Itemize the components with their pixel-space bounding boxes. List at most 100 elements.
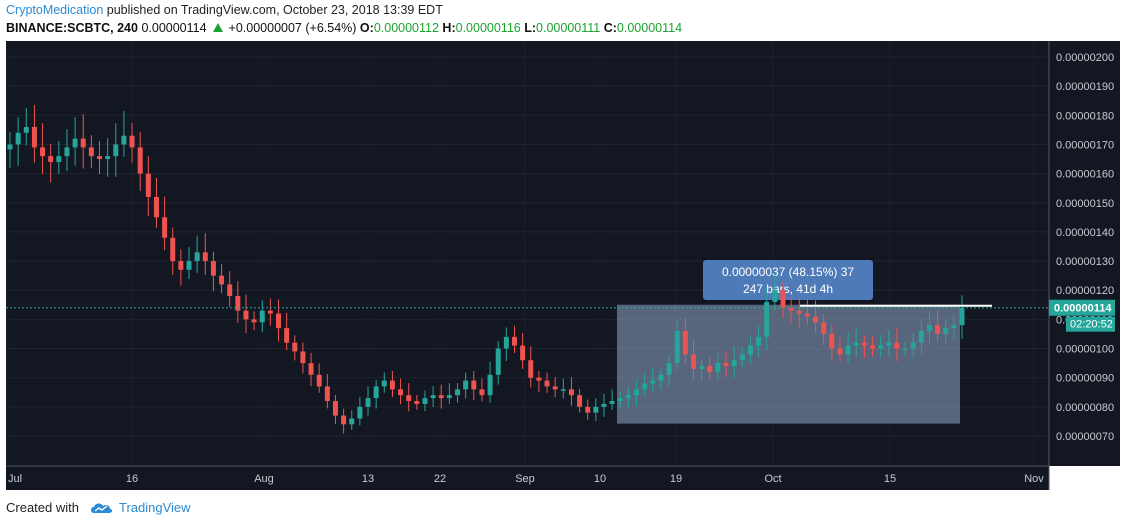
candle-body: [406, 395, 412, 402]
candle-body: [837, 348, 843, 355]
x-tick-label: Sep: [515, 473, 535, 485]
candle-body: [40, 147, 46, 157]
time-axis[interactable]: [6, 466, 1049, 490]
candle-body: [349, 418, 355, 425]
candle-body: [690, 354, 696, 369]
candle-body: [764, 301, 770, 337]
candle-body: [951, 325, 957, 329]
y-tick-label: 0.00000160: [1056, 169, 1114, 181]
candle-body: [609, 401, 615, 404]
candle-body: [292, 342, 298, 352]
footer: Created with TradingView: [6, 500, 191, 515]
close-value: 0.00000114: [616, 21, 683, 35]
candle-body: [113, 144, 119, 157]
y-tick-label: 0.00000120: [1056, 285, 1114, 297]
candle-body: [398, 389, 404, 396]
candle-body: [56, 156, 62, 162]
candle-body: [674, 331, 680, 364]
candle-body: [650, 380, 656, 384]
candle-body: [267, 310, 273, 314]
tradingview-logo-icon: [90, 502, 113, 513]
candle-body: [243, 310, 249, 320]
candle-body: [332, 401, 338, 416]
y-tick-labels: 0.00000200 0.00000190 0.00000180 0.00000170…: [1056, 52, 1114, 443]
candle-body: [577, 395, 583, 407]
candle-body: [235, 296, 241, 311]
candle-body: [438, 395, 444, 399]
tradingview-link[interactable]: TradingView: [118, 500, 191, 515]
candle-body: [389, 380, 395, 390]
candle-body: [186, 261, 192, 270]
x-tick-label: 13: [362, 473, 374, 485]
candle-body: [194, 252, 200, 262]
candle-body: [121, 135, 127, 145]
low-value: 0.00000111: [536, 21, 601, 35]
up-arrow-icon: [213, 23, 224, 32]
candle-body: [64, 147, 70, 157]
candle-body: [723, 363, 729, 367]
price-chart[interactable]: 0.00000200 0.00000190 0.00000180 0.00000170…: [0, 41, 1126, 493]
candle-body: [756, 336, 762, 346]
candle-body: [97, 156, 103, 160]
current-price-tag: [1049, 299, 1115, 316]
y-tick-label: 0.00000080: [1056, 402, 1114, 414]
candle-body: [739, 354, 745, 361]
x-tick-label: Jul: [8, 473, 22, 485]
candle-body: [715, 363, 721, 372]
candle-body: [259, 310, 265, 323]
candle-body: [886, 342, 892, 346]
candle-body: [479, 389, 485, 396]
candle-body: [829, 333, 835, 349]
candle-body: [861, 342, 867, 346]
candle-body: [137, 147, 143, 174]
y-tick-label: 0.00000150: [1056, 198, 1114, 210]
candle-body: [634, 389, 640, 396]
y-tick-label: 0.00000180: [1056, 110, 1114, 122]
candle-body: [528, 360, 534, 378]
created-with-text: Created with: [6, 500, 79, 515]
candle-body: [959, 307, 965, 326]
candle-body: [105, 156, 111, 160]
x-tick-label: Oct: [764, 473, 781, 485]
x-tick-label: 10: [594, 473, 606, 485]
candle-body: [869, 345, 875, 349]
candle-body: [707, 366, 713, 372]
candle-body: [926, 325, 932, 332]
x-tick-label: Aug: [254, 473, 274, 485]
candle-body: [72, 138, 78, 148]
candle-body: [796, 310, 802, 314]
candle-body: [772, 290, 778, 302]
candle-body: [373, 386, 379, 399]
candle-body: [943, 328, 949, 334]
candles: [7, 104, 965, 434]
candle-body: [324, 386, 330, 402]
candle-body: [276, 313, 282, 329]
candle-body: [153, 196, 159, 218]
candle-body: [316, 374, 322, 387]
candle-body: [918, 331, 924, 343]
candle-body: [747, 345, 753, 355]
low-label: L:: [524, 21, 537, 35]
price-overlay: 0.00000114 02:20:52: [6, 299, 1115, 332]
candle-body: [585, 406, 591, 413]
candle-body: [178, 261, 184, 270]
candle-body: [251, 319, 257, 323]
close-label: C:: [603, 21, 617, 35]
x-tick-label: 19: [670, 473, 682, 485]
candle-body: [878, 345, 884, 349]
open-label: O:: [359, 21, 374, 35]
current-price-label: 0.00000114: [1054, 303, 1112, 315]
y-tick-label: 0.00000200: [1056, 52, 1114, 64]
candle-body: [511, 336, 517, 346]
measure-label-line2: 247 bars, 41d 4h: [743, 282, 833, 296]
x-tick-labels: Jul 16 Aug 13 22 Sep 10 19 Oct 15 Nov: [8, 473, 1044, 485]
open-value: 0.00000112: [373, 21, 439, 35]
y-tick-label: 0.00000130: [1056, 256, 1114, 268]
y-tick-label: 0.00000070: [1056, 431, 1114, 443]
y-tick-label: 0.00000090: [1056, 373, 1114, 385]
author-link[interactable]: CryptoMedication: [6, 3, 104, 17]
candle-body: [568, 389, 574, 396]
price-axis[interactable]: [1049, 41, 1120, 466]
candle-body: [31, 126, 37, 148]
candle-body: [471, 380, 477, 390]
